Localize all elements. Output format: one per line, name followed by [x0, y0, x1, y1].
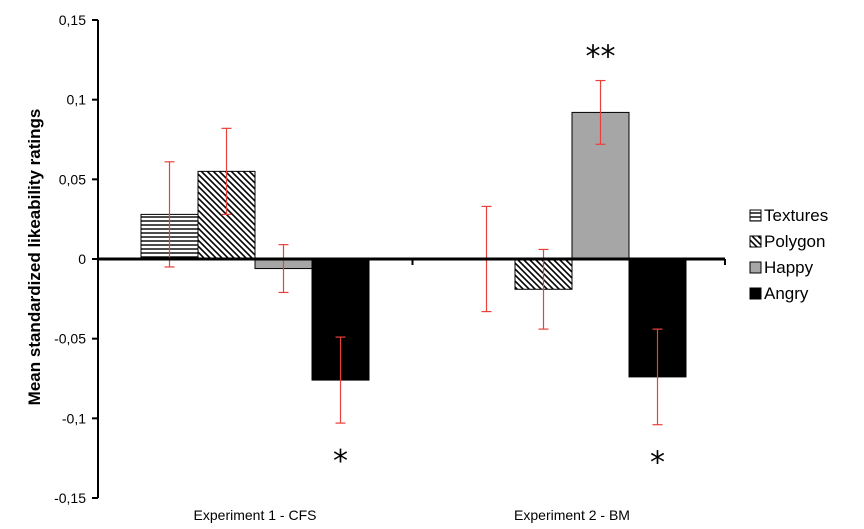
- y-tick-label-4: -0,05: [54, 331, 86, 347]
- x-category-label-0: Experiment 1 - CFS: [194, 507, 317, 523]
- y-tick-label-6: -0,15: [54, 490, 86, 506]
- y-tick-label-3: 0: [78, 251, 86, 267]
- significance-marker-2: *: [650, 446, 665, 481]
- y-tick-label-1: 0,1: [67, 92, 87, 108]
- plot-area: ****: [140, 40, 687, 481]
- y-tick-label-2: 0,05: [59, 171, 86, 187]
- legend-label-polygon: Polygon: [764, 232, 825, 251]
- significance-marker-1: **: [586, 40, 616, 75]
- x-axis: Experiment 1 - CFS Experiment 2 - BM: [98, 257, 726, 523]
- legend-label-textures: Textures: [764, 206, 828, 225]
- y-tick-label-0: 0,15: [59, 12, 86, 28]
- y-axis-label: Mean standardized likeability ratings: [25, 109, 44, 406]
- legend-swatch-angry: [749, 287, 762, 300]
- legend-label-happy: Happy: [764, 258, 814, 277]
- x-category-label-1: Experiment 2 - BM: [514, 507, 630, 523]
- legend-swatch-textures: [749, 209, 762, 222]
- y-axis: 0,15 0,1 0,05 0 -0,05 -0,1 -0,15: [54, 12, 99, 506]
- significance-marker-0: *: [333, 444, 348, 479]
- y-tick-label-5: -0,1: [62, 410, 86, 426]
- legend: Textures Polygon Happy Angry: [749, 206, 828, 303]
- legend-swatch-happy: [749, 261, 762, 274]
- legend-swatch-polygon: [749, 235, 762, 248]
- legend-label-angry: Angry: [764, 284, 809, 303]
